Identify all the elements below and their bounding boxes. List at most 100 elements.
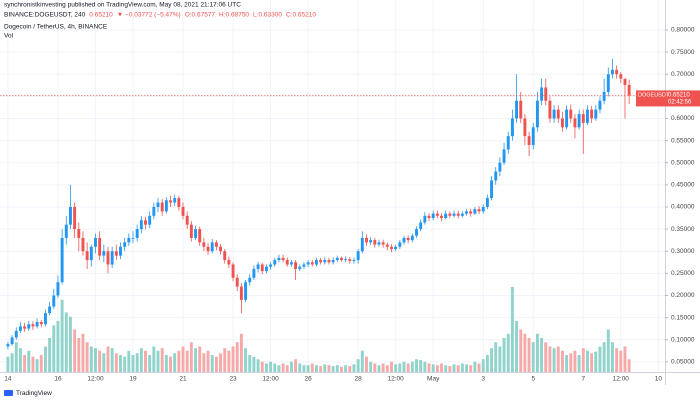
candle-body bbox=[152, 206, 156, 216]
volume-bar bbox=[319, 366, 323, 372]
volume-bar bbox=[335, 365, 339, 372]
volume-bar bbox=[323, 364, 327, 372]
y-tick-label: 0.05000 bbox=[671, 359, 695, 366]
x-tick-label: 12:00 bbox=[388, 376, 405, 383]
candle-body bbox=[73, 206, 77, 230]
candle-body bbox=[456, 213, 460, 216]
volume-bar bbox=[81, 333, 85, 372]
volume-bar bbox=[239, 333, 243, 372]
volume-bar bbox=[398, 363, 402, 372]
volume-bar bbox=[223, 348, 227, 372]
volume-bar bbox=[515, 321, 519, 372]
candle-body bbox=[540, 87, 544, 101]
candle-body bbox=[81, 237, 85, 252]
candle-body bbox=[623, 78, 627, 85]
candle-body bbox=[398, 242, 402, 247]
volume-bar bbox=[540, 338, 544, 372]
volume-bar bbox=[427, 363, 431, 372]
candle-body bbox=[264, 266, 268, 272]
candle-body bbox=[102, 251, 106, 256]
candle-body bbox=[594, 109, 598, 119]
candle-body bbox=[435, 213, 439, 216]
candle-body bbox=[348, 259, 352, 261]
candle-body bbox=[6, 344, 10, 347]
volume-bar bbox=[535, 333, 539, 372]
volume-bar bbox=[273, 363, 277, 372]
legend-item: O:0.67577 bbox=[185, 12, 216, 19]
volume-bar bbox=[298, 363, 302, 372]
volume-bar bbox=[619, 350, 623, 372]
candle-body bbox=[277, 257, 281, 261]
volume-bar bbox=[152, 346, 156, 372]
candle-body bbox=[269, 264, 273, 267]
volume-bar bbox=[135, 353, 139, 372]
volume-bar bbox=[248, 355, 252, 372]
volume-bar bbox=[231, 346, 235, 372]
volume-bar bbox=[477, 363, 481, 372]
volume-bar bbox=[14, 342, 18, 372]
candle-body bbox=[139, 220, 143, 230]
volume-bar bbox=[585, 350, 589, 372]
volume-bar bbox=[340, 366, 343, 372]
candle-body bbox=[373, 240, 377, 245]
x-tick-label: 16 bbox=[54, 376, 62, 383]
candle-body bbox=[214, 242, 218, 247]
candle-body bbox=[506, 136, 510, 150]
x-tick-label: May bbox=[427, 376, 440, 383]
candle-body bbox=[260, 264, 264, 272]
candle-body bbox=[385, 244, 389, 247]
candle-body bbox=[444, 213, 448, 219]
volume-bar bbox=[260, 361, 264, 372]
candle-body bbox=[35, 322, 39, 327]
volume-bar bbox=[164, 355, 168, 372]
volume-bar bbox=[606, 329, 610, 372]
candle-body bbox=[477, 209, 481, 212]
price-tag-price: 0.65210 bbox=[668, 92, 690, 98]
candle-body bbox=[556, 109, 560, 119]
y-tick-label: 0.45000 bbox=[671, 182, 695, 189]
volume-bar bbox=[381, 363, 385, 372]
volume-bar bbox=[227, 350, 231, 372]
candle-body bbox=[135, 229, 139, 238]
volume-bar bbox=[214, 356, 218, 372]
volume-bar bbox=[148, 355, 152, 372]
candle-body bbox=[377, 242, 381, 245]
volume-bar bbox=[548, 346, 552, 372]
candle-body bbox=[169, 200, 172, 203]
volume-bar bbox=[219, 353, 223, 372]
volume-bar bbox=[114, 353, 118, 372]
candle-body bbox=[569, 109, 573, 119]
volume-bar bbox=[43, 346, 47, 372]
volume-bar bbox=[494, 342, 498, 372]
price-tag-box bbox=[636, 90, 700, 107]
candle-body bbox=[452, 213, 456, 216]
volume-bar bbox=[110, 348, 114, 372]
candle-body bbox=[131, 237, 135, 239]
volume-bar bbox=[390, 361, 393, 372]
candle-body bbox=[531, 127, 535, 146]
y-tick-label: 0.35000 bbox=[671, 226, 695, 233]
volume-bar bbox=[615, 348, 619, 372]
legend-item: C:0.65210 bbox=[286, 12, 316, 19]
volume-bar bbox=[156, 350, 160, 372]
x-tick-label: 3 bbox=[481, 376, 485, 383]
volume-bar bbox=[485, 355, 489, 372]
candle-body bbox=[39, 322, 43, 325]
candle-body bbox=[89, 246, 93, 261]
legend-item: L:0.63300 bbox=[253, 12, 282, 19]
volume-bar bbox=[169, 356, 172, 372]
volume-bar bbox=[581, 348, 585, 372]
volume-bar bbox=[423, 361, 427, 372]
candle-body bbox=[256, 264, 260, 269]
legend-item: ▼ −0.03772 (−5.47%) bbox=[117, 12, 181, 19]
volume-bar bbox=[444, 365, 448, 372]
candle-body bbox=[544, 87, 548, 101]
price-tag-countdown: 02:42:56 bbox=[668, 99, 692, 105]
candle-body bbox=[548, 100, 552, 119]
candle-body bbox=[227, 260, 231, 265]
volume-bar bbox=[410, 361, 414, 372]
candle-body bbox=[235, 277, 239, 287]
candle-body bbox=[314, 260, 318, 265]
volume-bar bbox=[331, 366, 335, 372]
candle-body bbox=[381, 242, 385, 245]
